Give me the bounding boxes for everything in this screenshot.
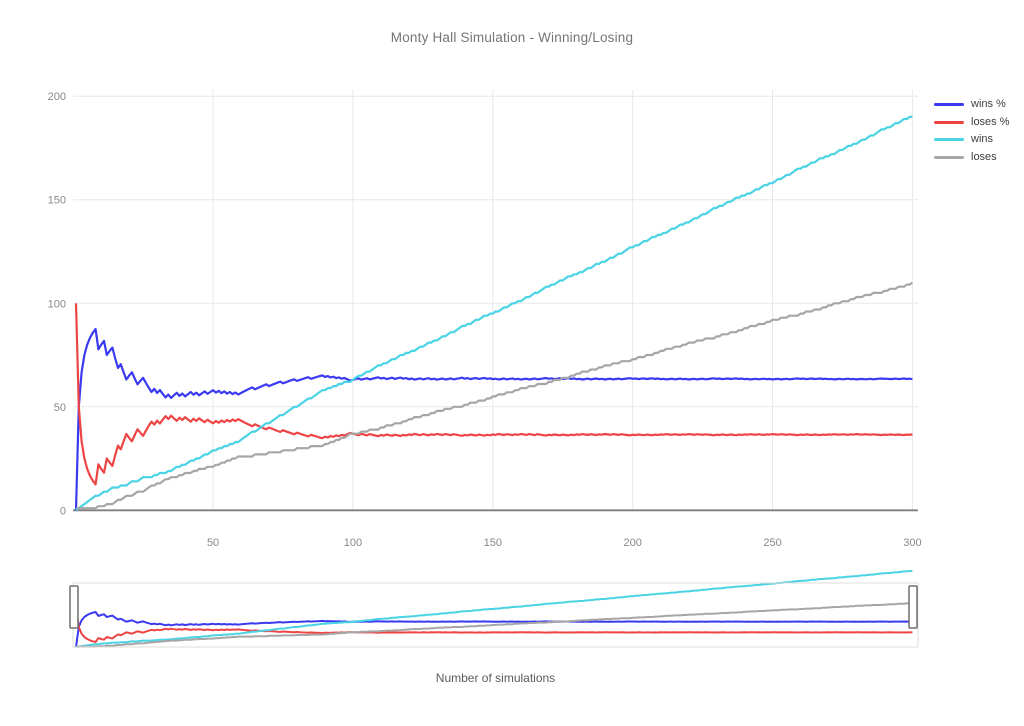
legend-label-loses-pct: loses % (971, 115, 1010, 128)
slider-line-lose_count (76, 602, 913, 648)
legend-item-loses[interactable]: loses (934, 149, 1010, 167)
legend-item-wins-pct[interactable]: wins % (934, 96, 1010, 114)
x-tick-labels: 50 100 150 200 250 300 (207, 537, 922, 549)
legend-item-loses-pct[interactable]: loses % (934, 114, 1010, 132)
legend-swatch-loses (934, 155, 964, 159)
legend-label-loses: loses (971, 150, 997, 163)
legend: wins % loses % wins loses (934, 96, 1010, 166)
y-tick-label: 150 (48, 195, 66, 207)
x-tick-label: 250 (763, 537, 781, 549)
line-lose_count (76, 281, 914, 510)
x-tick-label: 300 (903, 537, 921, 549)
x-tick-label: 150 (484, 537, 502, 549)
rangeslider-track[interactable] (72, 582, 919, 648)
line-win_count (75, 115, 913, 512)
legend-item-wins[interactable]: wins (934, 131, 1010, 149)
slider-line-lose_pct (75, 606, 913, 643)
x-tick-label: 200 (623, 537, 641, 549)
legend-label-wins-pct: wins % (971, 98, 1006, 111)
legend-swatch-wins (934, 138, 964, 142)
y-tick-label: 200 (48, 91, 66, 103)
chart-title: Monty Hall Simulation - Winning/Losing (390, 30, 634, 45)
legend-swatch-wins-pct (934, 103, 964, 107)
plot-area[interactable] (73, 90, 918, 510)
legend-swatch-loses-pct (934, 120, 964, 124)
series-lines (74, 115, 914, 512)
y-tick-label: 100 (48, 298, 66, 310)
rangeslider-handle-right[interactable] (908, 585, 918, 629)
x-axis-title: Number of simulations (435, 671, 556, 685)
slider-line-win_pct (75, 611, 913, 648)
line-lose_pct (74, 303, 913, 486)
legend-label-wins: wins (971, 133, 994, 146)
slider-line-win_count (75, 570, 913, 648)
line-win_pct (74, 328, 913, 511)
y-tick-labels: 0 50 100 150 200 (48, 91, 66, 517)
gridlines (73, 90, 918, 511)
rangeslider-handle-left[interactable] (69, 585, 79, 629)
x-tick-label: 100 (344, 537, 362, 549)
x-tick-label: 50 (207, 537, 219, 549)
y-tick-label: 0 (60, 505, 66, 517)
rangeslider-series-lines (75, 570, 913, 648)
y-tick-label: 50 (54, 402, 66, 414)
